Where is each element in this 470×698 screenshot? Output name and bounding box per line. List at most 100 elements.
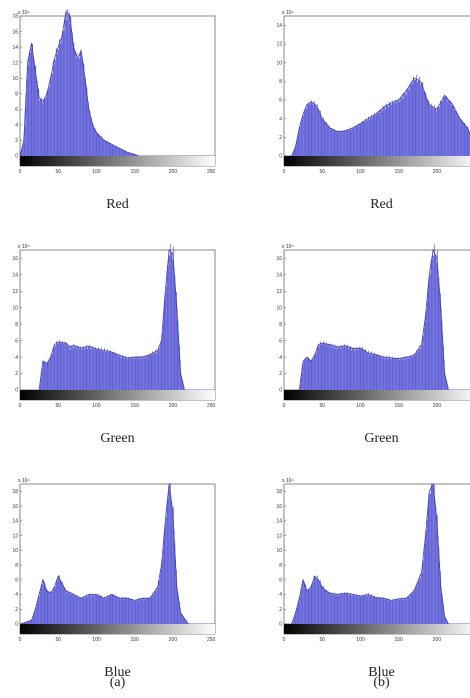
histogram-bar [96,131,97,156]
histogram-bar [465,126,466,156]
histogram-bar [452,105,453,156]
histogram-bar [360,349,361,390]
histogram-bar [351,596,352,624]
histogram-bar [140,599,141,624]
histogram-bar [302,581,303,624]
histogram-bar [397,100,398,156]
histogram-bar [145,599,146,624]
histogram-bar [318,109,319,156]
y-tick-label: 4 [279,592,282,598]
histogram-bar [79,348,80,390]
histogram-bar [134,600,135,624]
histogram-bar [325,590,326,624]
histogram-bar [357,125,358,156]
histogram-bar [93,596,94,624]
histogram-bar [364,351,365,390]
histogram-bar [45,587,46,624]
histogram-bar [399,598,400,624]
histogram-bar [44,97,45,156]
histogram-bar [106,141,107,156]
histogram-bar [349,129,350,156]
histogram-bar [72,33,73,156]
histogram-bar [360,123,361,156]
histogram-bar [155,350,156,390]
histogram-bar [364,596,365,624]
y-tick-label: 10 [276,548,282,554]
histogram-bar [113,352,114,390]
histogram-bar [301,591,302,624]
histogram-bar [448,102,449,156]
histogram-bar [79,598,80,624]
histogram-bar [67,9,68,156]
histogram-bar [317,104,318,156]
histogram-bar [77,596,78,624]
histogram-bar [420,349,421,390]
histogram-bar [83,64,84,156]
histogram-bar [336,594,337,624]
histogram-bar [55,346,56,390]
histogram-bar [389,356,390,390]
histogram-bar [407,89,408,156]
histogram-bar [370,596,371,624]
histogram-bar [103,351,104,390]
histogram-bar [103,140,104,156]
histogram-bar [403,360,404,390]
histogram-bar [55,60,56,156]
histogram-bar [301,122,302,156]
histogram-bar [115,355,116,390]
histogram-bar [321,345,322,390]
histogram-bar [322,120,323,156]
x-tick-label: 150 [131,169,140,175]
histogram-bar [28,66,29,156]
histogram-bar [377,355,378,390]
histogram-bar [41,99,42,156]
histogram-bar [467,127,468,156]
histogram-bar [126,598,127,624]
histogram-bar [114,353,115,390]
histogram-bar [89,595,90,624]
histogram-chart: x 10⁴024681012141618050100150200250 [270,476,470,648]
histogram-bar [393,102,394,156]
histogram-bar [344,130,345,156]
histogram-bar [39,100,40,156]
histogram-bar [103,598,104,624]
x-tick-label: 150 [395,637,404,643]
histogram-bar [143,357,144,390]
y-tick-label: 14 [12,45,18,51]
histogram-bar [381,109,382,156]
histogram-bar [310,361,311,390]
histogram-bar [70,592,71,624]
histogram-bar [456,111,457,156]
y-tick-label: 12 [276,42,282,48]
histogram-bar [41,584,42,624]
histogram-bar [158,588,159,624]
y-tick-label: 10 [276,60,282,66]
histogram-bar [64,20,65,156]
histogram-bar [331,344,332,390]
histogram-bar [160,574,161,624]
histogram-bar [28,622,29,624]
histogram-bar [151,597,152,624]
histogram-bar [108,353,109,390]
histogram-bar [116,147,117,156]
histogram-bar [414,592,415,624]
histogram-bar [357,350,358,390]
y-tick-label: 6 [15,107,18,113]
histogram-bar [431,104,432,156]
histogram-bar [362,121,363,156]
histogram-bar [353,128,354,156]
histogram-bar [312,102,313,156]
histogram-bar [74,49,75,156]
histogram-bar [148,598,149,624]
histogram-bar [318,580,319,624]
histogram-bar [164,309,165,390]
histogram-bar [306,590,307,624]
histogram-bar [44,581,45,624]
histogram-bar [357,127,358,156]
histogram-bar [408,596,409,624]
histogram-bar [373,116,374,156]
histogram-bar [116,146,117,156]
histogram-bar [419,581,420,624]
histogram-bar [405,356,406,390]
histogram-bar [431,483,432,624]
